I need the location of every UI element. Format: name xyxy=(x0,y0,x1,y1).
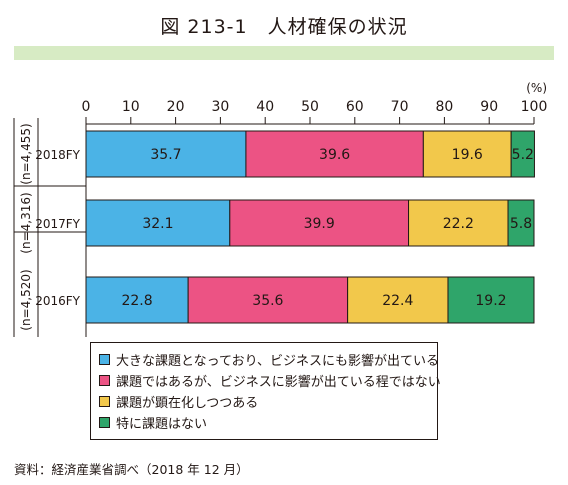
data-label: 22.4 xyxy=(382,293,413,309)
x-tick-label: 0 xyxy=(82,99,91,115)
bar-segment xyxy=(447,276,535,324)
legend-swatch xyxy=(99,417,110,428)
bar-segment xyxy=(408,199,509,247)
source-note: 資料：経済産業省調べ（2018 年 12 月） xyxy=(14,462,249,477)
bar-segment xyxy=(85,199,231,247)
x-tick-label: 20 xyxy=(167,99,185,115)
figure-title: 図 213-1 人材確保の状況 xyxy=(160,16,408,38)
x-tick-label: 30 xyxy=(211,99,229,115)
category-label: 2016FY xyxy=(35,294,80,308)
category-label: 2018FY xyxy=(35,148,80,162)
legend-label: 大きな課題となっており、ビジネスにも影響が出ている xyxy=(116,354,440,369)
x-tick-label: 40 xyxy=(256,99,274,115)
x-tick-label: 80 xyxy=(435,99,453,115)
data-label: 5.2 xyxy=(512,147,534,163)
data-label: 5.8 xyxy=(510,216,532,232)
bar-segment xyxy=(229,199,410,247)
legend-item: 課題が顕在化しつつある xyxy=(99,391,437,412)
data-label: 22.2 xyxy=(443,216,474,232)
data-label: 32.1 xyxy=(142,216,173,232)
bar-segment xyxy=(187,276,349,324)
legend-label: 課題が顕在化しつつある xyxy=(116,396,259,411)
bar-segment xyxy=(510,130,535,178)
legend-swatch xyxy=(99,396,110,407)
legend-item: 課題ではあるが、ビジネスに影響が出ている程ではない xyxy=(99,370,441,391)
sample-size-label: (n=4,520) xyxy=(19,269,33,330)
unit-label: (%) xyxy=(526,81,547,95)
x-tick-label: 50 xyxy=(301,99,319,115)
x-tick-label: 10 xyxy=(122,99,140,115)
legend: 大きな課題となっており、ビジネスにも影響が出ている 課題ではあるが、ビジネスに影響… xyxy=(90,342,441,440)
x-tick-label: 60 xyxy=(346,99,364,115)
bar-segment xyxy=(347,276,449,324)
x-tick-label: 100 xyxy=(521,99,548,115)
data-label: 39.6 xyxy=(319,147,350,163)
bar-segment xyxy=(245,130,424,178)
legend-label: 特に課題はない xyxy=(116,417,208,432)
data-label: 22.8 xyxy=(121,293,152,309)
sample-size-label: (n=4,455) xyxy=(19,123,33,184)
category-label: 2017FY xyxy=(35,217,80,231)
bar-segment xyxy=(507,199,535,247)
bar-segment xyxy=(422,130,512,178)
data-label: 19.2 xyxy=(475,293,506,309)
x-tick-label: 70 xyxy=(391,99,409,115)
legend-swatch xyxy=(99,354,110,365)
x-tick-label: 90 xyxy=(480,99,498,115)
legend-item: 特に課題はない xyxy=(99,412,437,433)
title-band xyxy=(14,46,554,60)
legend-item: 大きな課題となっており、ビジネスにも影響が出ている xyxy=(99,349,440,370)
data-label: 35.7 xyxy=(150,147,181,163)
data-label: 39.9 xyxy=(304,216,335,232)
data-label: 19.6 xyxy=(452,147,483,163)
legend-label: 課題ではあるが、ビジネスに影響が出ている程ではない xyxy=(116,375,441,390)
legend-swatch xyxy=(99,375,110,386)
bar-segment xyxy=(85,276,189,324)
data-label: 35.6 xyxy=(252,293,283,309)
sample-size-label: (n=4,316) xyxy=(19,192,33,253)
